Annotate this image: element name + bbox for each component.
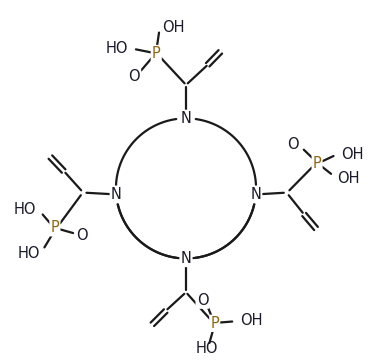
Text: P: P [313,156,321,171]
Text: N: N [251,187,261,202]
Text: HO: HO [196,341,218,356]
Text: HO: HO [18,246,40,261]
Text: O: O [76,228,87,243]
Text: HO: HO [14,202,36,217]
Text: OH: OH [162,21,184,36]
Text: O: O [197,293,208,308]
Text: OH: OH [240,313,263,328]
Text: P: P [210,316,219,331]
Text: P: P [152,46,161,61]
Text: P: P [50,220,59,235]
Text: N: N [180,111,191,126]
Text: N: N [180,251,191,266]
Text: O: O [287,136,299,152]
Text: O: O [128,69,140,84]
Text: HO: HO [106,41,128,56]
Text: N: N [111,187,122,202]
Text: OH: OH [341,147,363,162]
Text: OH: OH [337,171,360,185]
